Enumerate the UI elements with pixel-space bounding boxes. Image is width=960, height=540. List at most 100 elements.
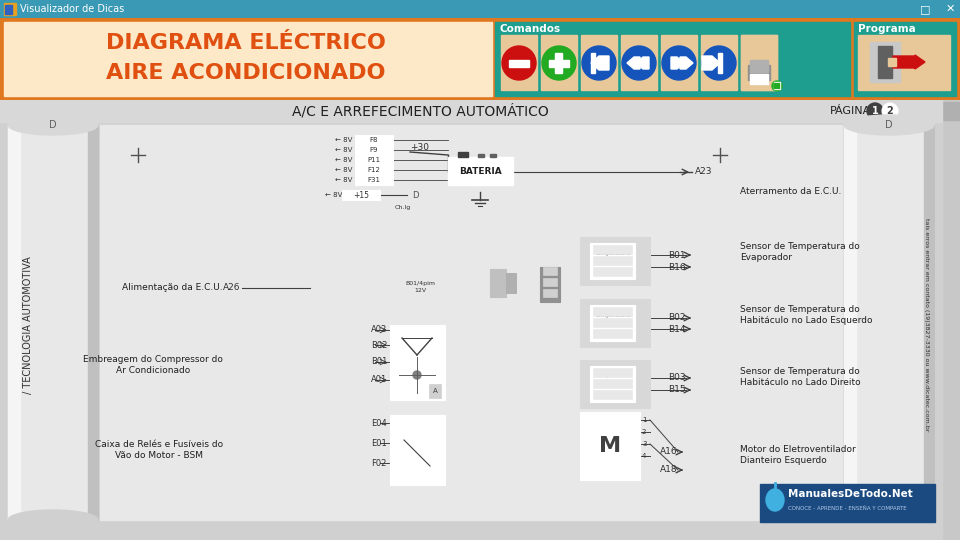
Text: Sensor de Temperatura do
Evaporador: Sensor de Temperatura do Evaporador [740, 242, 860, 262]
Text: Alimentação da E.C.U.: Alimentação da E.C.U. [122, 284, 223, 293]
Text: D: D [412, 191, 419, 199]
Circle shape [502, 46, 536, 80]
Bar [701, 35, 737, 90]
Text: B15: B15 [668, 386, 686, 395]
Text: Temperatura: Temperatura [595, 374, 631, 379]
Bar [555, 53, 562, 73]
Bar [581, 35, 617, 90]
Circle shape [662, 46, 696, 80]
Text: M: M [599, 436, 621, 456]
Bar [590, 366, 635, 402]
Bar [501, 35, 537, 90]
Text: A01: A01 [371, 375, 387, 384]
Text: CONOCE - APRENDE - ENSEÑA Y COMPARTE: CONOCE - APRENDE - ENSEÑA Y COMPARTE [788, 505, 906, 510]
Bar [355, 145, 393, 155]
Text: A16: A16 [660, 448, 678, 456]
Bar [390, 325, 445, 400]
Text: PÁGINA: PÁGINA [830, 106, 872, 116]
Ellipse shape [844, 510, 934, 530]
Text: A/C E ARREFECIMENTO AUTOMÁTICO: A/C E ARREFECIMENTO AUTOMÁTICO [292, 104, 548, 118]
Text: E01: E01 [372, 438, 387, 448]
Text: ← 8V: ← 8V [324, 192, 342, 198]
Bar [661, 35, 697, 90]
Circle shape [542, 46, 576, 80]
Bar [429, 384, 441, 398]
Bar [844, 125, 934, 520]
Ellipse shape [844, 115, 934, 135]
Bar [506, 273, 516, 293]
Bar [543, 289, 557, 297]
Text: 3: 3 [642, 441, 646, 447]
Bar [924, 125, 934, 520]
FancyArrow shape [680, 57, 693, 69]
Text: F31: F31 [368, 177, 380, 183]
Text: AIRE ACONDICIONADO: AIRE ACONDICIONADO [107, 63, 386, 83]
Bar [590, 305, 635, 341]
Text: Aterramento da E.C.U.: Aterramento da E.C.U. [740, 187, 841, 197]
Circle shape [772, 81, 782, 91]
Bar [741, 35, 777, 90]
Text: +15: +15 [353, 191, 369, 199]
Bar [774, 83, 776, 88]
Text: ← 8V: ← 8V [335, 137, 352, 143]
FancyArrow shape [671, 57, 684, 69]
FancyArrow shape [627, 57, 640, 69]
Bar [4, 3, 16, 15]
Text: Sensor de Temperatura do
Habitáculo no Lado Direito: Sensor de Temperatura do Habitáculo no L… [740, 367, 860, 387]
Text: Sensor de Temperatura do
Habitáculo no Lado Esquerdo: Sensor de Temperatura do Habitáculo no L… [740, 305, 873, 325]
Text: BATERIA: BATERIA [459, 166, 502, 176]
Text: 2: 2 [642, 429, 646, 435]
Bar [478, 154, 484, 157]
FancyArrow shape [591, 56, 609, 70]
Text: ← 8V: ← 8V [335, 157, 352, 163]
Text: 12V: 12V [414, 288, 426, 294]
Text: ← 8V: ← 8V [335, 177, 352, 183]
Text: A: A [433, 388, 438, 394]
Text: Visualizador de Dicas: Visualizador de Dicas [20, 4, 124, 14]
Bar [593, 307, 632, 316]
Text: Caixa de Relés e Fusíveis do
Vão do Motor - BSM: Caixa de Relés e Fusíveis do Vão do Moto… [95, 440, 223, 460]
Text: +30: +30 [410, 143, 429, 152]
Bar [509, 60, 529, 67]
Text: A26: A26 [223, 284, 240, 293]
Text: 2: 2 [887, 106, 894, 116]
Bar [540, 267, 560, 302]
Circle shape [882, 103, 898, 119]
Bar [870, 42, 900, 82]
Text: ManualesDeTodo.Net: ManualesDeTodo.Net [788, 489, 913, 499]
Bar [355, 155, 393, 165]
Text: 4: 4 [642, 453, 646, 459]
Circle shape [702, 46, 736, 80]
Ellipse shape [8, 115, 98, 135]
Text: A23: A23 [695, 167, 712, 177]
Bar [593, 318, 632, 327]
Text: 1: 1 [872, 106, 878, 116]
Circle shape [867, 103, 883, 119]
Bar [342, 190, 380, 200]
Text: Motor do Eletroventilador
Dianteiro Esquerdo: Motor do Eletroventilador Dianteiro Esqu… [740, 446, 855, 465]
FancyArrow shape [702, 56, 720, 70]
Bar [448, 157, 513, 185]
Bar [854, 22, 956, 96]
Bar [750, 74, 768, 84]
Bar [541, 35, 577, 90]
Text: DIAGRAMA ELÉCTRICO: DIAGRAMA ELÉCTRICO [106, 33, 386, 53]
Bar [750, 60, 768, 72]
Bar [580, 299, 650, 347]
Text: A02: A02 [371, 326, 387, 334]
Bar [878, 46, 892, 78]
Text: Ch.Ig: Ch.Ig [395, 205, 411, 210]
Bar [593, 245, 632, 254]
Text: D: D [49, 120, 57, 130]
Text: ← 8V: ← 8V [335, 147, 352, 153]
Bar [760, 484, 935, 522]
Bar [888, 58, 896, 66]
Bar [355, 165, 393, 175]
Bar [621, 35, 657, 90]
Text: B02: B02 [668, 314, 686, 322]
Bar [774, 82, 780, 89]
Text: B01: B01 [668, 251, 686, 260]
Text: P11: P11 [368, 157, 380, 163]
Text: B01: B01 [371, 357, 387, 367]
Text: F9: F9 [370, 147, 378, 153]
